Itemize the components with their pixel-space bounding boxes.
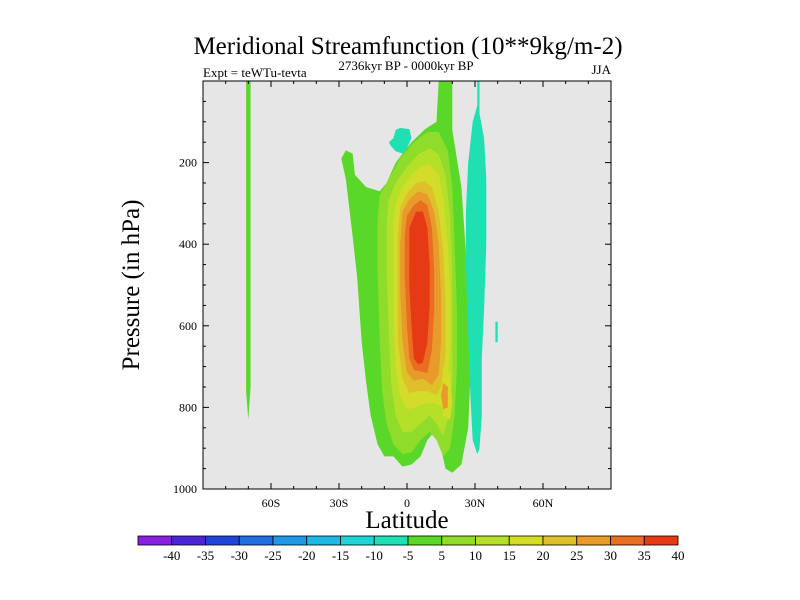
contour-region-5-0 xyxy=(246,81,251,420)
colorbar-swatch xyxy=(205,535,240,546)
contour-region--5-13 xyxy=(495,321,498,343)
y-tick-label: 800 xyxy=(179,400,197,414)
colorbar-swatch xyxy=(272,535,308,546)
colorbar-swatch xyxy=(171,535,206,546)
colorbar-swatch xyxy=(542,535,578,546)
colorbar-swatch xyxy=(306,535,341,546)
x-tick-label: 60S xyxy=(262,496,281,510)
subtitle-season: JJA xyxy=(591,62,611,77)
colorbar-label: -20 xyxy=(298,548,315,563)
colorbar-swatch xyxy=(373,535,409,546)
contour-layer xyxy=(246,81,498,473)
colorbar-label: -5 xyxy=(403,548,414,563)
colorbar-label: 40 xyxy=(672,548,685,563)
y-axis: 200 400 600 800 1000 xyxy=(173,80,611,496)
subtitle-period: 2736kyr BP - 0000kyr BP xyxy=(338,58,473,73)
chart-title: Meridional Streamfunction (10**9kg/m-2) xyxy=(193,33,622,60)
colorbar-swatch xyxy=(340,535,375,546)
contour-region-40-8 xyxy=(409,211,430,365)
contour-region--5-11 xyxy=(465,81,487,455)
colorbar-label: 35 xyxy=(638,548,651,563)
y-axis-label: Pressure (in hPa) xyxy=(118,200,145,371)
colorbar-swatch xyxy=(576,535,611,546)
contour-region--5-12 xyxy=(388,127,412,154)
x-axis-label: Latitude xyxy=(365,507,448,534)
colorbar-swatch xyxy=(137,535,173,546)
x-axis: 60S 30S 0 30N 60N xyxy=(202,81,612,510)
colorbar-label: -35 xyxy=(197,548,214,563)
colorbar-label: 30 xyxy=(604,548,617,563)
x-tick-label: 30S xyxy=(330,496,349,510)
colorbar-label: -10 xyxy=(366,548,383,563)
colorbar-swatch xyxy=(407,535,443,546)
colorbar-label: 15 xyxy=(503,548,516,563)
colorbar-label: 10 xyxy=(469,548,482,563)
colorbar-label: 25 xyxy=(570,548,583,563)
y-tick-label: 600 xyxy=(179,319,197,333)
contour-region-30-10 xyxy=(441,382,448,410)
y-tick-label: 200 xyxy=(179,156,197,170)
colorbar-swatch xyxy=(610,535,645,546)
y-tick-label: 400 xyxy=(179,237,197,251)
colorbar-swatch xyxy=(441,535,476,546)
colorbar-label: -15 xyxy=(332,548,349,563)
colorbar: -40 -35 -30 -25 -20 -15 -10 -5 5 10 15 20 25 30 35 40 xyxy=(137,535,685,563)
x-tick-label: 60N xyxy=(533,496,554,510)
x-tick-label: 0 xyxy=(404,496,410,510)
subtitle-experiment: Expt = teWTu-tevta xyxy=(203,65,307,80)
colorbar-swatch xyxy=(508,535,544,546)
colorbar-label: -40 xyxy=(163,548,180,563)
colorbar-swatch xyxy=(238,535,274,546)
colorbar-label: 5 xyxy=(439,548,446,563)
colorbar-swatch xyxy=(475,535,510,546)
colorbar-swatch xyxy=(643,535,679,546)
x-tick-label: 30N xyxy=(465,496,486,510)
colorbar-label: -25 xyxy=(264,548,281,563)
y-tick-label: 1000 xyxy=(173,482,197,496)
colorbar-label: 20 xyxy=(537,548,550,563)
colorbar-label: -30 xyxy=(231,548,248,563)
